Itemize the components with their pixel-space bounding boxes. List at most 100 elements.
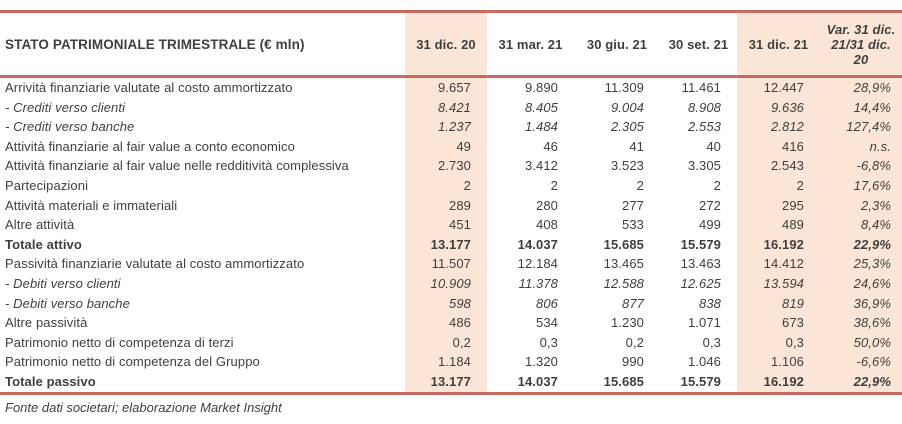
value-cell: 10.909 bbox=[405, 273, 487, 294]
value-cell: 272 bbox=[699, 197, 721, 213]
value-cell: 451 bbox=[405, 215, 487, 235]
value-cell: 2.730 bbox=[405, 156, 487, 176]
value-cell: 11.378 bbox=[518, 275, 558, 291]
value-cell: 1.320 bbox=[524, 354, 558, 370]
col-header-31-dic-21: 31 dic. 21 bbox=[737, 11, 820, 78]
value-cell: 40 bbox=[706, 138, 721, 154]
value-cell: 280 bbox=[536, 197, 558, 213]
row-label: Attività finanziarie al fair value a con… bbox=[5, 138, 295, 154]
value-cell: 2 bbox=[737, 175, 820, 196]
row-label: Arrività finanziarie valutate al costo a… bbox=[5, 80, 293, 95]
table-row: Totale attivo 13.177 14.037 15.685 15.579 16.… bbox=[0, 234, 902, 255]
value-cell: 16.192 bbox=[737, 234, 820, 255]
table-row: Attività materiali e immateriali 289 280 27… bbox=[0, 195, 902, 216]
value-cell: 2.553 bbox=[687, 119, 721, 135]
value-cell: 14.037 bbox=[517, 236, 558, 252]
value-cell: 0,2 bbox=[625, 334, 644, 350]
row-label: Totale passivo bbox=[0, 371, 405, 395]
value-cell: 416 bbox=[737, 136, 820, 157]
value-cell: 8,4% bbox=[820, 215, 902, 235]
value-cell: 28,9% bbox=[820, 76, 902, 98]
value-cell: 9.890 bbox=[524, 80, 558, 95]
table-row: Patrimonio netto di competenza di terzi 0… bbox=[0, 332, 902, 353]
col-header-30-set-21: 30 set. 21 bbox=[660, 11, 737, 78]
value-cell: 13.177 bbox=[405, 234, 487, 255]
value-cell: 489 bbox=[737, 215, 820, 235]
value-cell: 17,6% bbox=[820, 175, 902, 196]
col-header-variation: Var. 31 dic. 21/31 dic. 20 bbox=[820, 11, 902, 78]
value-cell: 2 bbox=[550, 177, 558, 193]
table-row: Attività finanziarie al fair value nelle… bbox=[0, 156, 902, 176]
table-row: - Debiti verso banche 598 806 877 838 819 36,9… bbox=[0, 293, 902, 314]
value-cell: 9.004 bbox=[610, 99, 644, 115]
value-cell: 46 bbox=[543, 138, 558, 154]
table-row: - Debiti verso clienti 10.909 11.378 12.588… bbox=[0, 273, 902, 294]
table-row: Altre passività 486 534 1.230 1.071 673 38,6% bbox=[0, 313, 902, 333]
value-cell: 408 bbox=[536, 217, 558, 233]
value-cell: 806 bbox=[536, 295, 558, 311]
row-label: - Crediti verso banche bbox=[5, 119, 135, 135]
value-cell: 289 bbox=[405, 195, 487, 216]
value-cell: 533 bbox=[622, 217, 644, 233]
value-cell: 38,6% bbox=[820, 313, 902, 333]
value-cell: 3.412 bbox=[524, 158, 558, 174]
value-cell: 1.106 bbox=[737, 352, 820, 372]
value-cell: 1.184 bbox=[405, 352, 487, 372]
value-cell: 50,0% bbox=[820, 332, 902, 353]
row-label: - Debiti verso banche bbox=[5, 295, 130, 311]
value-cell: 22,9% bbox=[820, 234, 902, 255]
row-label: Attività materiali e immateriali bbox=[5, 197, 178, 213]
value-cell: 11.309 bbox=[604, 80, 644, 95]
value-cell: 673 bbox=[737, 313, 820, 333]
value-cell: 12.447 bbox=[737, 76, 820, 98]
col-header-30-giu-21: 30 giu. 21 bbox=[574, 11, 660, 78]
col-header-31-mar-21: 31 mar. 21 bbox=[487, 11, 574, 78]
table-row: Altre attività 451 408 533 499 489 8,4% bbox=[0, 215, 902, 235]
value-cell: -6,6% bbox=[820, 352, 902, 372]
source-note: Fonte dati societari; elaborazione Marke… bbox=[5, 399, 282, 415]
table-body: Arrività finanziarie valutate al costo a… bbox=[0, 76, 902, 395]
value-cell: 877 bbox=[622, 295, 644, 311]
row-label: Altre attività bbox=[5, 217, 75, 233]
value-cell: 1.230 bbox=[610, 315, 644, 331]
value-cell: 1.046 bbox=[687, 354, 721, 370]
value-cell: 13.465 bbox=[603, 256, 644, 272]
value-cell: 1.484 bbox=[524, 119, 558, 135]
value-cell: 22,9% bbox=[820, 371, 902, 395]
value-cell: 2 bbox=[405, 175, 487, 196]
value-cell: 819 bbox=[737, 293, 820, 314]
value-cell: 277 bbox=[622, 197, 644, 213]
value-cell: 2.812 bbox=[737, 117, 820, 137]
table-row: Attività finanziarie al fair value a con… bbox=[0, 136, 902, 157]
value-cell: 3.305 bbox=[687, 158, 721, 174]
row-label: Partecipazioni bbox=[5, 177, 89, 193]
value-cell: 499 bbox=[699, 217, 721, 233]
value-cell: 11.461 bbox=[681, 80, 721, 95]
table-row: - Crediti verso clienti 8.421 8.405 9.004 8.… bbox=[0, 97, 902, 118]
table-row: Arrività finanziarie valutate al costo a… bbox=[0, 76, 902, 98]
value-cell: 8.908 bbox=[687, 99, 721, 115]
row-label: - Crediti verso clienti bbox=[5, 99, 126, 115]
table-row: - Crediti verso banche 1.237 1.484 2.305 2.5… bbox=[0, 117, 902, 137]
value-cell: 2,3% bbox=[820, 195, 902, 216]
value-cell: 12.625 bbox=[680, 275, 721, 291]
row-label: Patrimonio netto di competenza del Grupp… bbox=[5, 354, 260, 370]
value-cell: 9.636 bbox=[737, 97, 820, 118]
table-row: Totale passivo 13.177 14.037 15.685 15.579 16… bbox=[0, 371, 902, 395]
value-cell: 990 bbox=[622, 354, 644, 370]
value-cell: 486 bbox=[405, 313, 487, 333]
value-cell: 2 bbox=[636, 177, 644, 193]
row-label: Totale attivo bbox=[5, 236, 82, 252]
value-cell: 1.237 bbox=[405, 117, 487, 137]
value-cell: 16.192 bbox=[737, 371, 820, 395]
value-cell: 598 bbox=[405, 293, 487, 314]
value-cell: 14.412 bbox=[737, 254, 820, 274]
table-row: Patrimonio netto di competenza del Grupp… bbox=[0, 352, 902, 372]
value-cell: 2 bbox=[713, 177, 721, 193]
value-cell: 36,9% bbox=[820, 293, 902, 314]
value-cell: 15.685 bbox=[574, 371, 660, 395]
row-label: Attività finanziarie al fair value nelle… bbox=[5, 158, 349, 174]
value-cell: 15.579 bbox=[680, 236, 721, 252]
value-cell: 8.421 bbox=[405, 97, 487, 118]
value-cell: 12.588 bbox=[603, 275, 644, 291]
